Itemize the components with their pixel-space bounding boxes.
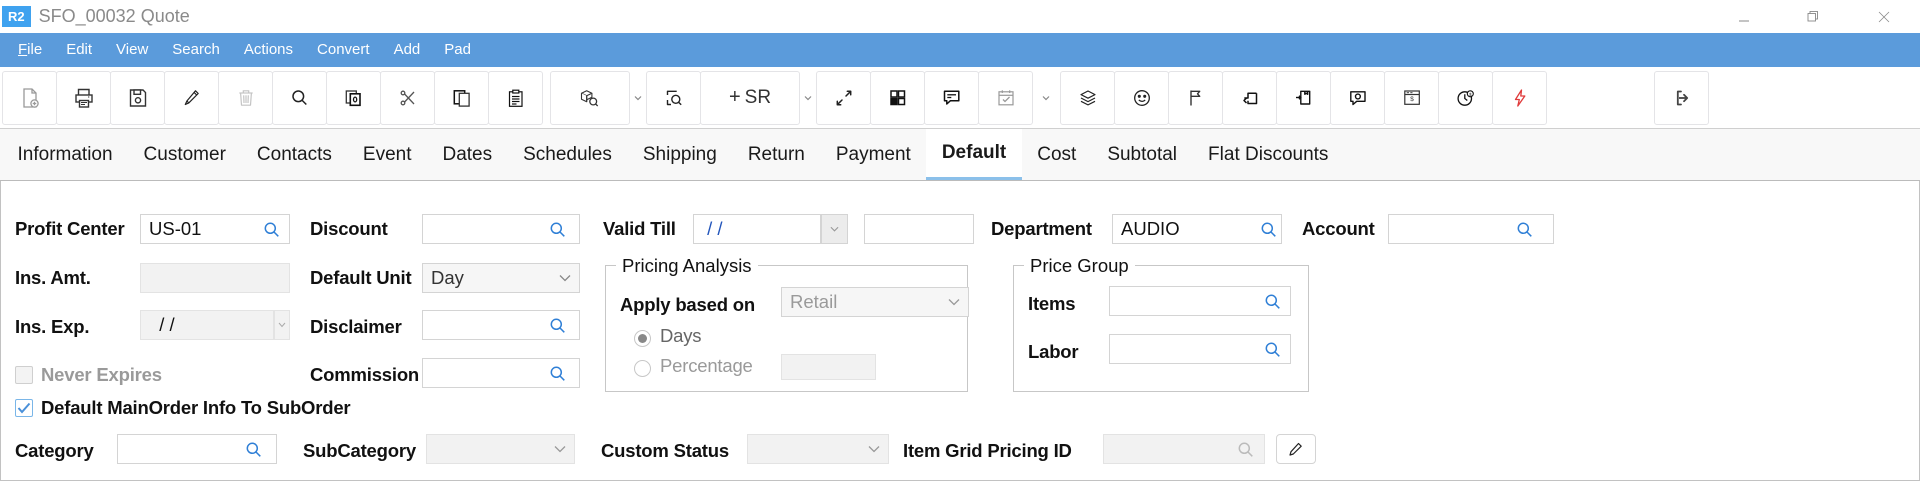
- svg-text:$: $: [1410, 96, 1414, 103]
